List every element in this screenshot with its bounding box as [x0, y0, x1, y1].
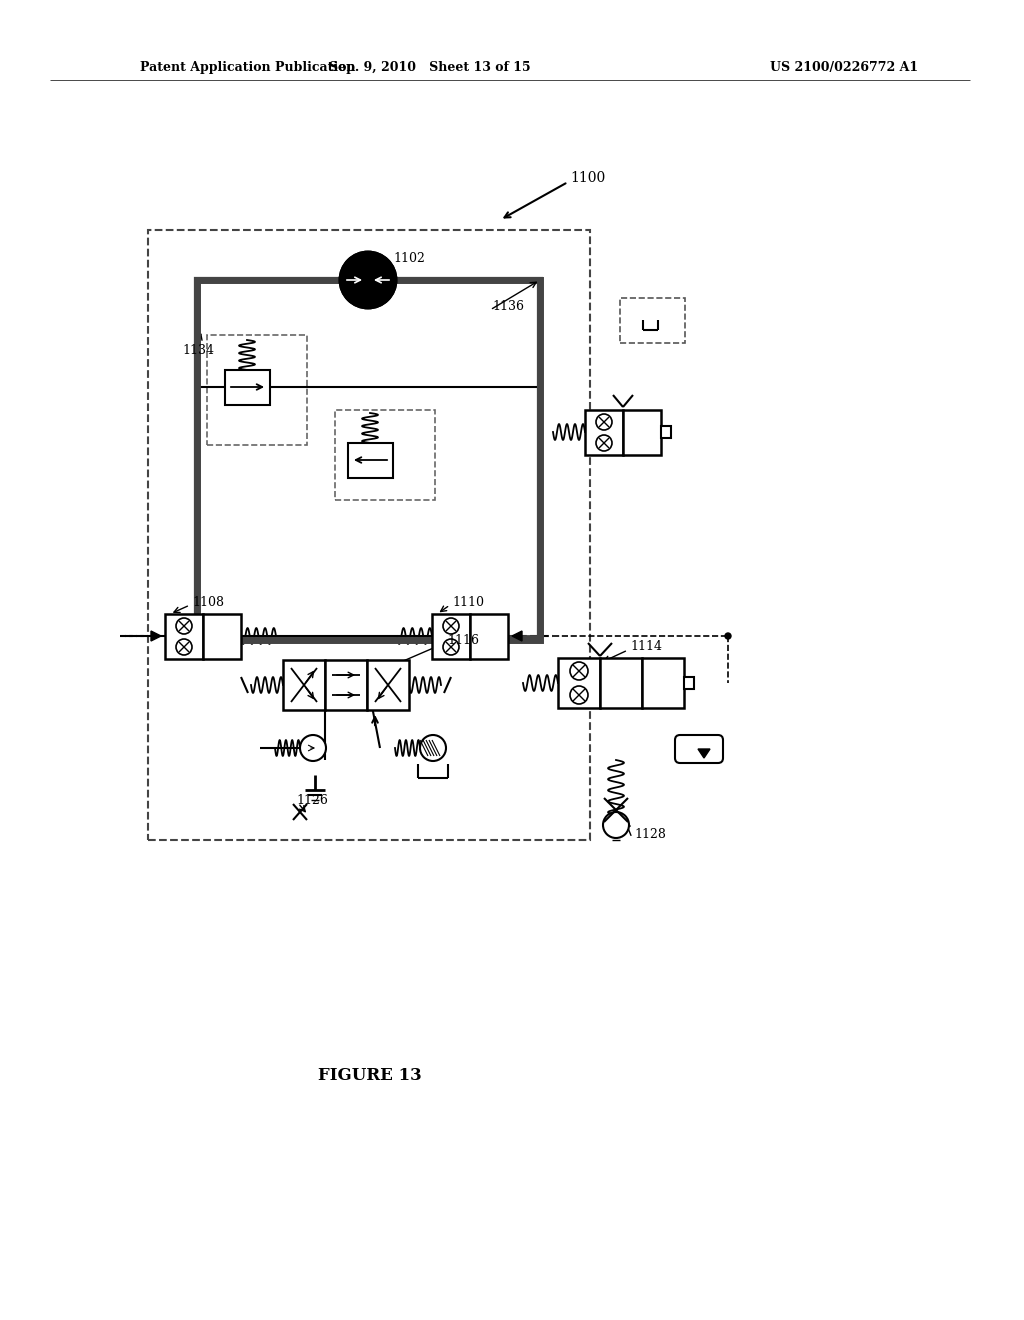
Text: 1100: 1100 — [570, 172, 605, 185]
Text: 1108: 1108 — [193, 595, 224, 609]
Text: 1134: 1134 — [182, 343, 214, 356]
Text: 1114: 1114 — [630, 640, 662, 653]
Circle shape — [596, 414, 612, 430]
Circle shape — [603, 812, 629, 838]
Circle shape — [443, 639, 459, 655]
Bar — [367, 660, 409, 710]
Text: 1126: 1126 — [296, 793, 328, 807]
Bar — [165, 614, 203, 659]
Circle shape — [300, 735, 326, 762]
Text: 1110: 1110 — [452, 595, 484, 609]
Text: 1102: 1102 — [393, 252, 425, 264]
Bar — [623, 411, 662, 455]
Bar — [585, 411, 623, 455]
Text: Sep. 9, 2010   Sheet 13 of 15: Sep. 9, 2010 Sheet 13 of 15 — [329, 62, 530, 74]
Bar — [600, 657, 642, 708]
Bar — [348, 444, 393, 478]
Text: FIGURE 13: FIGURE 13 — [318, 1067, 422, 1084]
Polygon shape — [698, 748, 710, 758]
Circle shape — [596, 436, 612, 451]
Text: 1128: 1128 — [634, 829, 666, 842]
Bar — [620, 298, 685, 343]
Bar — [558, 657, 600, 708]
Bar — [197, 280, 540, 640]
Bar — [207, 335, 307, 445]
Bar — [225, 370, 270, 405]
Bar — [283, 660, 325, 710]
Text: Patent Application Publication: Patent Application Publication — [140, 62, 355, 74]
Circle shape — [725, 634, 731, 639]
Polygon shape — [512, 631, 522, 642]
Polygon shape — [368, 252, 396, 308]
Bar — [642, 657, 684, 708]
Bar — [148, 230, 590, 840]
Bar — [470, 614, 508, 659]
Bar — [684, 677, 694, 689]
FancyBboxPatch shape — [675, 735, 723, 763]
Polygon shape — [340, 252, 368, 308]
Bar — [197, 280, 540, 640]
Circle shape — [570, 663, 588, 680]
Text: US 2100/0226772 A1: US 2100/0226772 A1 — [770, 62, 919, 74]
Bar — [203, 614, 241, 659]
Text: 1136: 1136 — [492, 301, 524, 314]
Circle shape — [443, 618, 459, 634]
Circle shape — [570, 686, 588, 704]
Bar — [335, 411, 435, 500]
Circle shape — [420, 735, 446, 762]
Circle shape — [176, 639, 193, 655]
Bar — [325, 660, 367, 710]
Bar — [432, 614, 470, 659]
Bar — [662, 426, 671, 438]
Polygon shape — [151, 631, 161, 642]
Circle shape — [176, 618, 193, 634]
Text: 1116: 1116 — [447, 634, 479, 647]
Circle shape — [340, 252, 396, 308]
